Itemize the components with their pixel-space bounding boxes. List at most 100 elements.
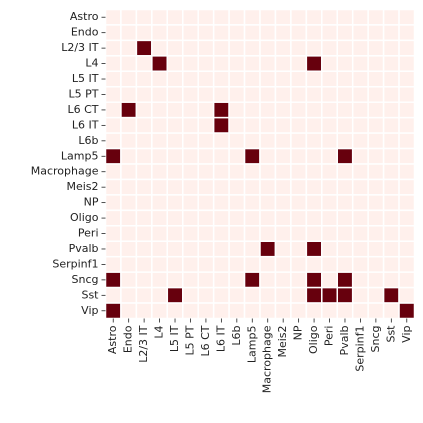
cell: [104, 286, 122, 304]
cell: [398, 225, 416, 243]
x-tick-label: Vip: [400, 325, 413, 342]
cell: [243, 132, 261, 150]
cell: [351, 178, 369, 196]
cell: [367, 178, 385, 196]
cell: [290, 209, 308, 227]
cell: [367, 70, 385, 88]
cell: [290, 302, 308, 320]
cell: [259, 70, 277, 88]
cell: [259, 225, 277, 243]
cell: [274, 70, 292, 88]
cell: [151, 225, 169, 243]
x-tick-label: Sncg: [369, 326, 382, 353]
cell: [351, 240, 369, 258]
cell: [305, 209, 323, 227]
cell: [305, 163, 323, 181]
cell: [336, 271, 354, 289]
cell: [382, 302, 400, 320]
cell: [367, 55, 385, 73]
cell: [305, 302, 323, 320]
cell: [290, 70, 308, 88]
cell: [274, 147, 292, 165]
cell: [104, 70, 122, 88]
cell: [243, 116, 261, 134]
cell: [305, 8, 323, 26]
cell: [243, 194, 261, 212]
cell: [135, 209, 153, 227]
cell: [351, 163, 369, 181]
cell: [382, 225, 400, 243]
cell: [197, 209, 215, 227]
cell: [259, 132, 277, 150]
y-tick-label: L6b: [78, 134, 98, 147]
cell: [290, 39, 308, 57]
cell: [151, 101, 169, 119]
y-tick-label: Lamp5: [61, 149, 99, 162]
cell: [259, 271, 277, 289]
cell: [182, 240, 199, 258]
cell: [120, 39, 138, 57]
cell: [197, 8, 215, 26]
cell: [182, 132, 199, 150]
cell: [166, 302, 184, 320]
cell: [259, 163, 277, 181]
cell: [336, 101, 354, 119]
cell: [305, 101, 323, 119]
cell: [104, 271, 122, 289]
cell: [336, 132, 354, 150]
cell: [367, 271, 385, 289]
cell: [382, 147, 400, 165]
cell: [182, 209, 199, 227]
cell: [351, 116, 369, 134]
cell: [290, 271, 308, 289]
cell: [305, 178, 323, 196]
cell: [259, 86, 277, 103]
cell: [305, 271, 323, 289]
cell: [382, 286, 400, 304]
cell: [120, 225, 138, 243]
cell: [166, 132, 184, 150]
cell: [166, 209, 184, 227]
cell: [274, 24, 292, 42]
cell: [351, 209, 369, 227]
cell: [212, 302, 230, 320]
cell: [166, 55, 184, 73]
cell: [351, 101, 369, 119]
cell: [321, 8, 338, 26]
cell: [120, 132, 138, 150]
cell: [151, 302, 169, 320]
cell: [274, 209, 292, 227]
cell: [367, 163, 385, 181]
cell: [336, 302, 354, 320]
cell: [243, 240, 261, 258]
cell: [274, 302, 292, 320]
cell: [120, 24, 138, 42]
cell: [135, 24, 153, 42]
cell: [336, 163, 354, 181]
cell: [182, 225, 199, 243]
cell: [382, 132, 400, 150]
cell: [398, 163, 416, 181]
y-tick-label: Vip: [81, 304, 98, 317]
cell: [290, 147, 308, 165]
cell: [182, 24, 199, 42]
cell: [135, 163, 153, 181]
cell: [398, 24, 416, 42]
cell: [182, 86, 199, 103]
x-tick-label: Meis2: [276, 326, 289, 358]
cell: [243, 225, 261, 243]
cell: [351, 255, 369, 273]
cell: [274, 271, 292, 289]
cell: [336, 116, 354, 134]
x-tick-label: L5 PT: [183, 325, 196, 355]
cell: [305, 132, 323, 150]
cell: [135, 302, 153, 320]
cell: [367, 8, 385, 26]
cell: [367, 132, 385, 150]
cell: [382, 194, 400, 212]
cell: [398, 116, 416, 134]
cell: [182, 286, 199, 304]
cell: [243, 209, 261, 227]
x-tick-label: L6b: [230, 325, 243, 345]
cell: [259, 255, 277, 273]
